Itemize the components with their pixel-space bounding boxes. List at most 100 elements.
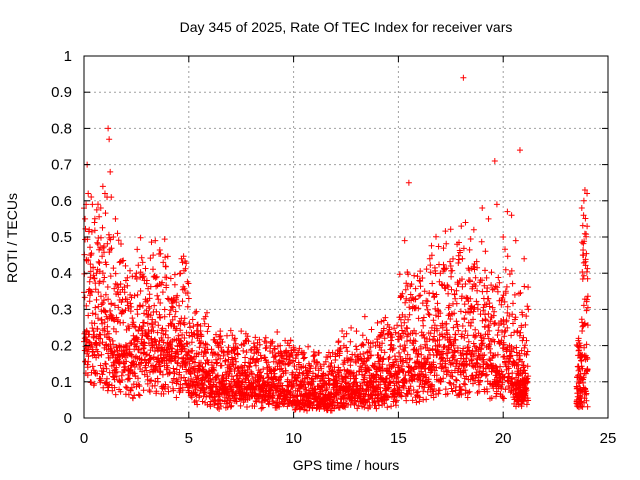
data-point — [107, 168, 114, 175]
data-point — [580, 197, 587, 204]
data-point — [447, 262, 454, 269]
x-tick-label: 0 — [80, 430, 88, 447]
data-point — [164, 295, 171, 302]
y-tick-label: 0.5 — [51, 229, 72, 246]
data-point — [112, 215, 119, 222]
data-point — [85, 190, 92, 197]
data-point — [458, 223, 465, 230]
data-point — [405, 179, 412, 186]
grid-lines — [84, 56, 608, 418]
axis-ticks — [83, 55, 609, 419]
data-point — [110, 234, 117, 240]
data-point — [516, 147, 523, 154]
data-point — [152, 237, 159, 244]
data-point — [178, 255, 185, 262]
data-point — [105, 125, 112, 132]
data-point — [491, 157, 498, 164]
data-point — [462, 219, 469, 226]
y-tick-label: 1 — [64, 48, 72, 65]
y-tick-label: 0.1 — [51, 374, 72, 391]
data-point — [470, 226, 477, 233]
x-tick-label: 25 — [600, 430, 617, 447]
y-tick-label: 0.7 — [51, 157, 72, 174]
data-point — [460, 74, 467, 81]
data-point — [156, 281, 163, 288]
data-point — [86, 226, 93, 233]
x-tick-label: 20 — [495, 430, 512, 447]
y-tick-label: 0 — [64, 410, 72, 427]
data-point — [374, 338, 381, 345]
data-point — [311, 357, 318, 364]
data-point — [185, 295, 192, 302]
data-point — [579, 252, 586, 259]
data-point — [108, 194, 115, 201]
data-point — [479, 205, 486, 212]
data-point — [504, 208, 511, 215]
y-tick-label: 0.9 — [51, 84, 72, 101]
data-point — [353, 328, 360, 335]
data-point — [114, 230, 121, 237]
data-point — [150, 252, 157, 259]
data-point — [525, 306, 532, 313]
x-axis-label: GPS time / hours — [293, 457, 400, 473]
data-point — [508, 212, 515, 219]
data-point — [122, 277, 129, 284]
data-point — [97, 205, 104, 212]
data-point — [139, 259, 146, 266]
chart-title: Day 345 of 2025, Rate Of TEC Index for r… — [180, 19, 513, 35]
data-point — [332, 353, 339, 360]
data-point — [89, 201, 96, 208]
data-point — [581, 186, 588, 193]
y-tick-label: 0.6 — [51, 193, 72, 210]
data-point — [133, 270, 140, 277]
data-point — [143, 277, 150, 284]
data-point — [500, 234, 507, 240]
y-tick-label: 0.3 — [51, 301, 72, 318]
data-point — [512, 237, 519, 244]
data-point — [384, 331, 391, 338]
data-point — [202, 313, 209, 320]
data-point — [269, 349, 276, 356]
data-point — [301, 349, 308, 356]
y-tick-label: 0.8 — [51, 120, 72, 137]
data-point — [177, 270, 184, 277]
data-point — [179, 259, 186, 266]
data-point — [575, 335, 582, 342]
data-point — [231, 335, 238, 342]
data-point — [106, 136, 113, 143]
data-point — [361, 313, 368, 320]
data-point — [91, 219, 98, 226]
data-point — [521, 255, 528, 262]
data-point — [290, 346, 297, 353]
data-points — [81, 74, 591, 414]
data-point — [238, 328, 245, 335]
data-point — [173, 299, 180, 306]
y-tick-label: 0.2 — [51, 338, 72, 355]
data-point — [584, 190, 591, 197]
data-point — [192, 310, 199, 317]
data-point — [82, 215, 89, 222]
data-point — [217, 328, 224, 335]
data-point — [87, 252, 94, 259]
data-point — [416, 277, 423, 284]
data-point — [116, 259, 123, 266]
y-tick-label: 0.4 — [51, 265, 72, 282]
data-point — [127, 291, 134, 298]
data-point — [454, 241, 461, 248]
data-point — [426, 255, 433, 262]
data-point — [248, 346, 255, 353]
x-tick-label: 5 — [185, 430, 193, 447]
y-tick-labels: 0 0.1 0.2 0.3 0.4 0.5 0.6 0.7 0.8 0.9 1 — [51, 48, 72, 427]
x-tick-label: 15 — [390, 430, 407, 447]
x-tick-labels: 0 5 10 15 20 25 — [80, 430, 617, 447]
y-axis-label: ROTI / TECUs — [4, 193, 20, 283]
x-tick-label: 10 — [285, 430, 302, 447]
data-point — [493, 201, 500, 208]
data-point — [485, 215, 492, 222]
data-point — [437, 270, 444, 277]
data-point — [93, 270, 100, 277]
data-point — [101, 190, 108, 197]
data-point — [401, 237, 408, 244]
data-point — [577, 342, 584, 349]
